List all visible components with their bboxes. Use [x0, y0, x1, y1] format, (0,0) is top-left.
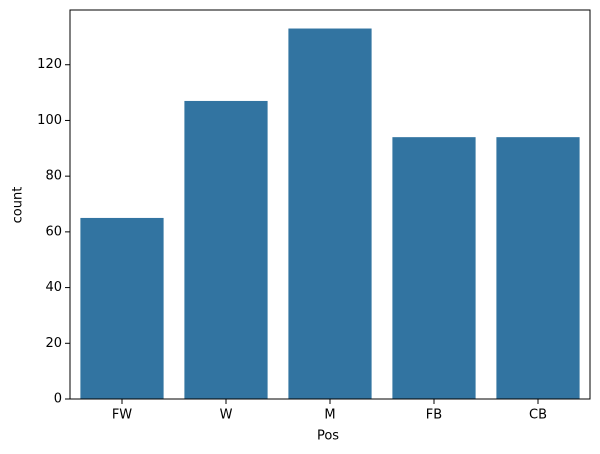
y-tick-label: 40	[45, 280, 62, 295]
axes-frame	[69, 9, 591, 400]
y-tick-label: 120	[37, 57, 62, 72]
y-tick-label: 100	[37, 113, 62, 128]
y-axis-label: count	[11, 187, 26, 224]
x-tick-label: FW	[112, 408, 132, 423]
bar	[392, 137, 476, 400]
bar	[80, 217, 164, 399]
x-axis-label: Pos	[317, 429, 339, 444]
x-tick-label: M	[324, 408, 335, 423]
x-tick-label: W	[220, 408, 233, 423]
bar	[184, 100, 268, 399]
y-tick-label: 0	[54, 392, 62, 407]
bar	[288, 28, 372, 400]
y-tick-label: 80	[45, 169, 62, 184]
bar	[496, 137, 580, 400]
x-tick-label: CB	[529, 408, 547, 423]
y-tick-label: 60	[45, 224, 62, 239]
x-tick-label: FB	[426, 408, 442, 423]
y-tick-label: 20	[45, 336, 62, 351]
